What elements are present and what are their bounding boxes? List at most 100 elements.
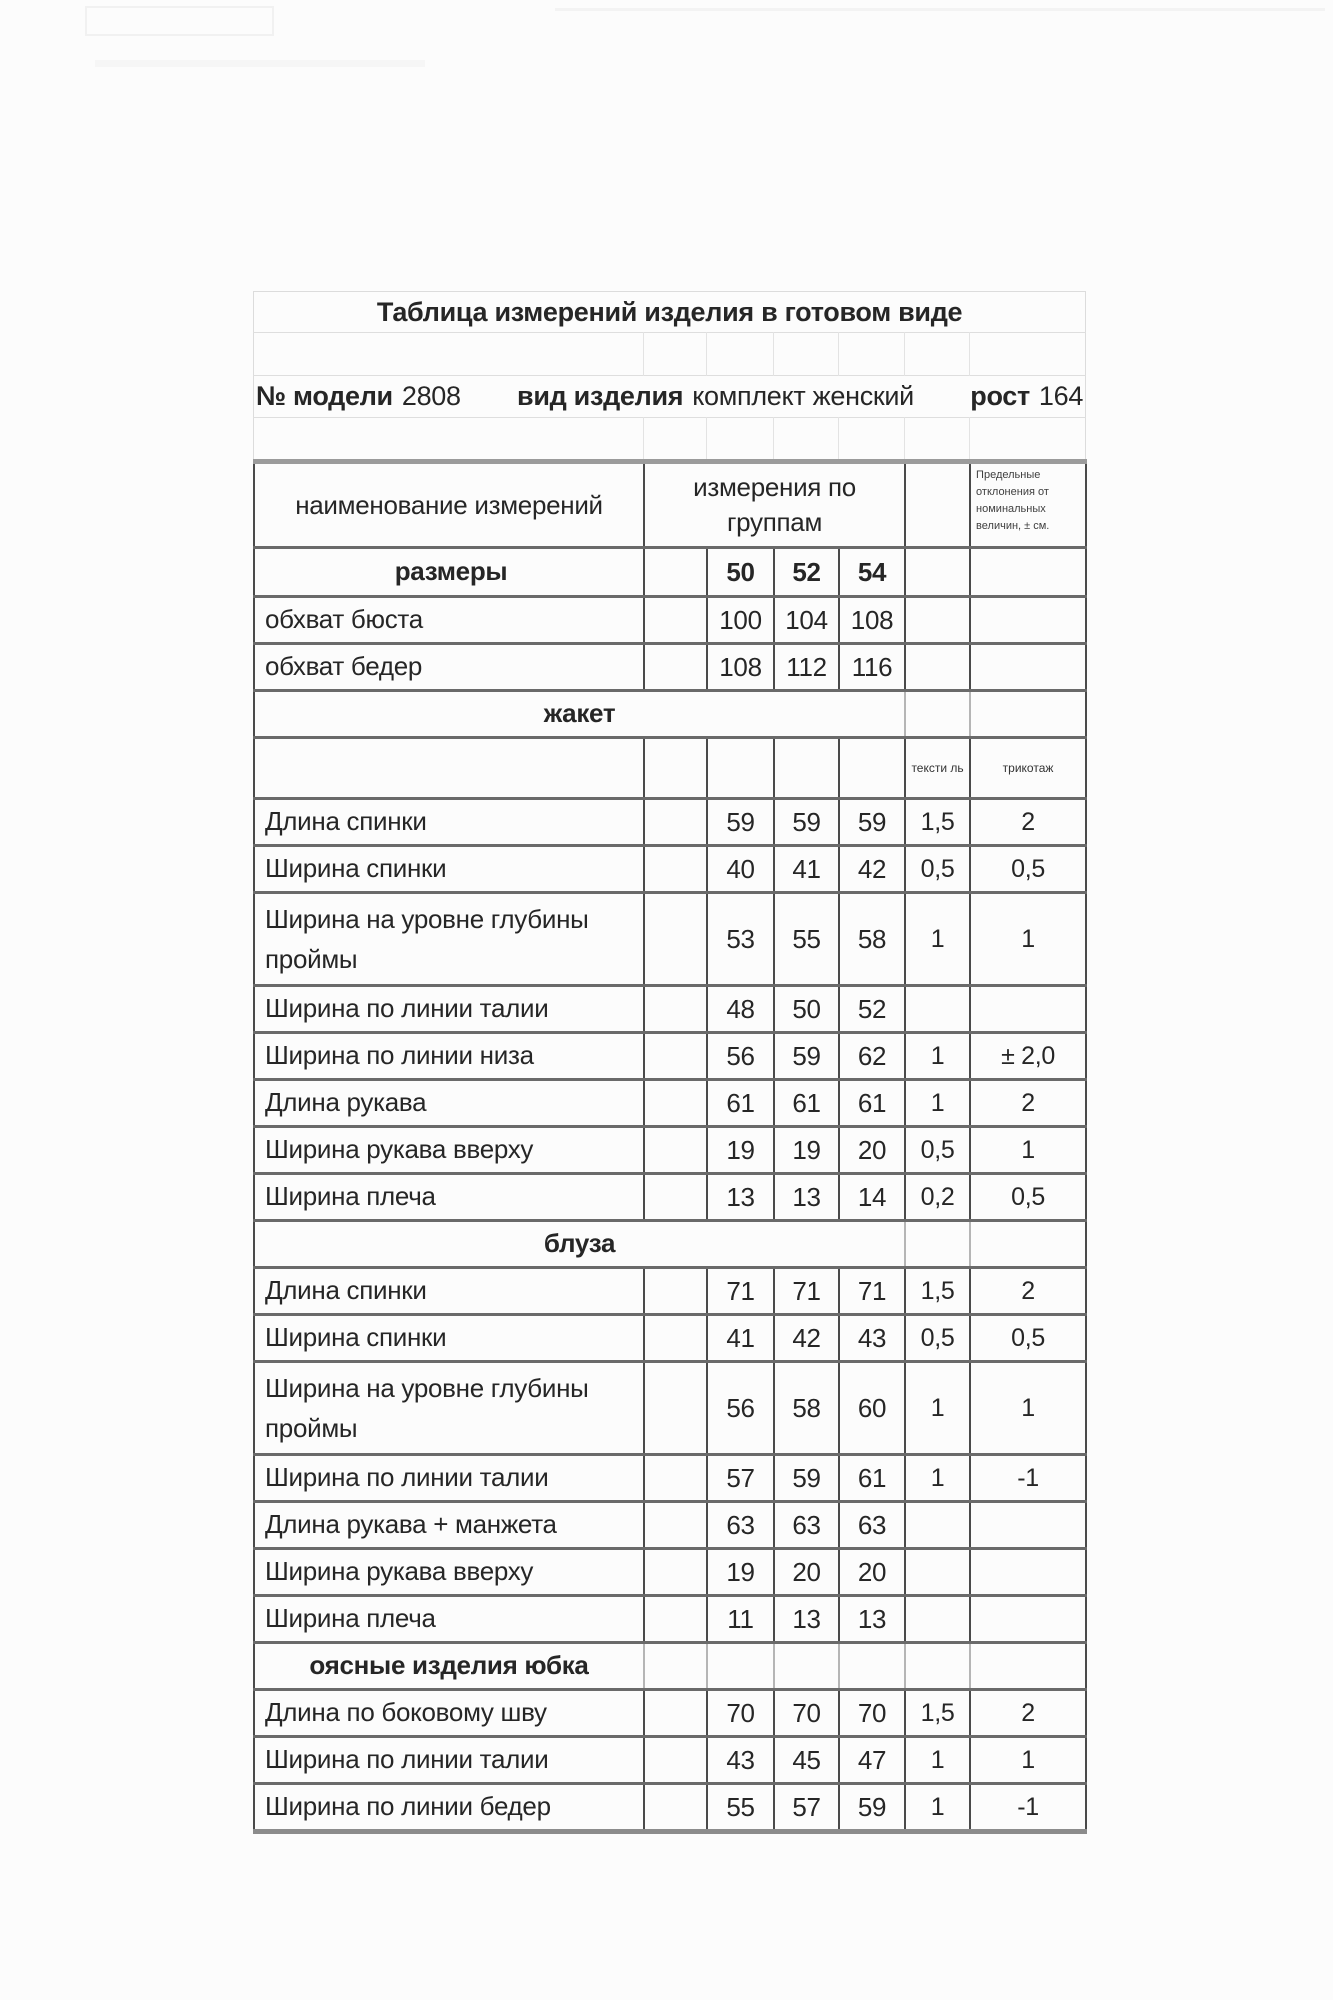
row-label-cell: Ширина по линии бедер	[265, 1791, 551, 1822]
size-value-cell: 61	[706, 1079, 774, 1127]
row-label-cell: Ширина по линии талии	[265, 993, 549, 1024]
size-value-cell: 11	[706, 1595, 774, 1643]
spacer-cell	[643, 417, 707, 463]
textile-deviation-cell	[904, 1501, 971, 1549]
size-value-cell: 61	[837, 1454, 906, 1502]
empty-cell	[254, 738, 644, 799]
size-value-cell: 52	[837, 985, 906, 1033]
row-label-cell: Длина рукава	[265, 1087, 427, 1118]
empty-cell	[706, 1642, 774, 1690]
knit-deviation-cell: 1	[969, 1736, 1087, 1784]
spacer-cell	[838, 332, 905, 376]
size-value-cell: 13	[773, 1173, 839, 1221]
size-value-cell: 71	[773, 1267, 839, 1315]
measurement-row: Длина спинки 59 59 59 1,5 2	[254, 798, 1087, 846]
row-label-cell: Длина спинки	[265, 1275, 427, 1306]
empty-cell	[643, 596, 707, 644]
size-value-cell: 40	[706, 845, 774, 893]
spacer-row	[253, 417, 1086, 463]
fabric-type-subheader-row: тексти ль трикотаж	[254, 737, 1087, 799]
measurement-row: Ширина по линии талии 57 59 61 1 -1	[254, 1454, 1087, 1502]
spacer-cell	[838, 417, 905, 463]
textile-deviation-cell	[904, 547, 971, 597]
measurement-row: Ширина рукава вверху 19 20 20	[254, 1548, 1087, 1596]
empty-cell	[837, 1642, 906, 1690]
textile-deviation-cell: 0,5	[904, 845, 971, 893]
empty-cell	[773, 1642, 839, 1690]
row-label-cell: Длина спинки	[265, 806, 427, 837]
spacer-cell	[968, 417, 1086, 463]
row-label-cell: обхват бюста	[265, 604, 423, 635]
size-value-cell: 55	[773, 892, 839, 986]
size-value-cell: 47	[837, 1736, 906, 1784]
empty-cell	[706, 737, 774, 799]
size-value-cell: 100	[706, 596, 774, 644]
size-value-cell: 112	[773, 643, 839, 691]
product-type-pair: вид изделия комплект женский	[517, 381, 914, 412]
knit-deviation-cell: -1	[969, 1454, 1087, 1502]
empty-cell	[643, 1501, 707, 1549]
row-label-cell: Ширина плеча	[265, 1603, 436, 1634]
measurement-table-body: наименование измерений измерения по груп…	[254, 461, 1087, 1832]
header-group-col: измерения по группам	[642, 461, 906, 548]
knit-deviation-cell: ± 2,0	[969, 1032, 1087, 1080]
textile-deviation-cell: 0,5	[904, 1314, 971, 1362]
spacer-cell	[904, 417, 970, 463]
size-value-cell: 57	[773, 1783, 839, 1832]
row-label-cell: Длина рукава + манжета	[265, 1509, 557, 1540]
size-value-cell: 14	[837, 1173, 906, 1221]
size-value-cell: 13	[837, 1595, 906, 1643]
spacer-row	[253, 332, 1086, 376]
size-value-cell: 57	[706, 1454, 774, 1502]
measurement-row: Ширина рукава вверху 19 19 20 0,5 1	[254, 1126, 1087, 1174]
scan-artifact	[95, 60, 425, 67]
size-value-cell: 70	[773, 1689, 839, 1737]
measurement-table: наименование измерений измерения по груп…	[253, 459, 1088, 1834]
empty-cell	[643, 547, 707, 597]
size-value-cell: 52	[773, 547, 839, 597]
spacer-cell	[254, 418, 644, 463]
document-title: Таблица измерений изделия в готовом виде	[376, 296, 963, 327]
knit-deviation-cell: 1	[969, 892, 1087, 986]
size-value-cell: 61	[837, 1079, 906, 1127]
empty-cell	[643, 1079, 707, 1127]
size-value-cell: 19	[706, 1548, 774, 1596]
row-label-cell: Ширина по линии талии	[265, 1744, 549, 1775]
knit-deviation-cell: -1	[969, 1783, 1087, 1832]
row-label-cell: Ширина по линии талии	[265, 1462, 549, 1493]
textile-deviation-cell: 1	[904, 1736, 971, 1784]
spacer-cell	[706, 332, 774, 376]
empty-cell	[643, 985, 707, 1033]
measurement-row: Длина рукава + манжета 63 63 63	[254, 1501, 1087, 1549]
size-value-cell: 59	[773, 1032, 839, 1080]
knit-deviation-cell: 2	[969, 1689, 1087, 1737]
size-value-cell: 48	[706, 985, 774, 1033]
size-value-cell: 53	[706, 892, 774, 986]
empty-cell	[773, 737, 839, 799]
knit-header-cell: трикотаж	[969, 737, 1087, 799]
empty-cell	[643, 1126, 707, 1174]
measurement-row: Ширина на уровне глубины проймы 56 58 60…	[254, 1361, 1087, 1455]
section-header-row: блуза	[254, 1220, 1087, 1268]
empty-cell	[643, 1267, 707, 1315]
measurement-row: Ширина спинки 40 41 42 0,5 0,5	[254, 845, 1087, 893]
empty-cell	[837, 737, 906, 799]
model-number-value: 2808	[401, 381, 461, 411]
size-value-cell: 70	[706, 1689, 774, 1737]
row-label-cell: обхват бедер	[265, 651, 423, 682]
knit-deviation-cell	[969, 1595, 1087, 1643]
row-label-cell: Ширина рукава вверху	[265, 1556, 534, 1587]
empty-cell	[643, 892, 707, 986]
spacer-cell	[904, 332, 970, 376]
empty-cell	[643, 1595, 707, 1643]
size-value-cell: 59	[773, 1454, 839, 1502]
model-number-label: № модели	[256, 381, 393, 411]
textile-deviation-cell: 1	[904, 1361, 971, 1455]
measurement-row: Длина спинки 71 71 71 1,5 2	[254, 1267, 1087, 1315]
size-value-cell: 43	[837, 1314, 906, 1362]
size-value-cell: 20	[837, 1548, 906, 1596]
size-value-cell: 45	[773, 1736, 839, 1784]
row-label-cell: Ширина спинки	[265, 853, 447, 884]
empty-cell	[969, 1220, 1087, 1268]
